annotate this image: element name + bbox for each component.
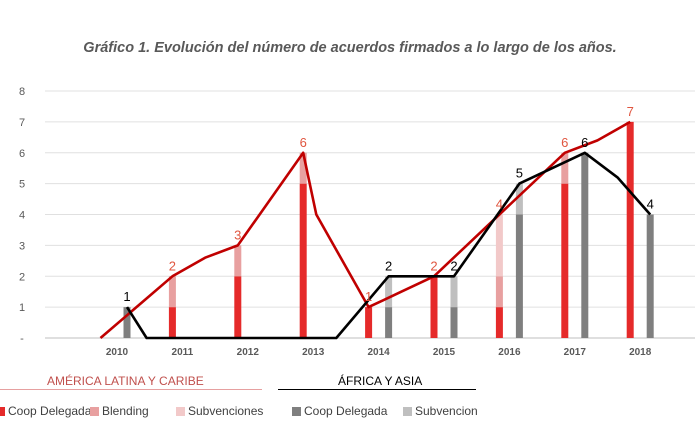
x-tick-label: 2012: [237, 347, 260, 358]
bar-segment: [385, 307, 393, 338]
x-tick-label: 2016: [498, 347, 521, 358]
bar-segment: [515, 183, 523, 215]
data-label: 5: [516, 166, 523, 181]
bar-segment: [168, 307, 176, 338]
bar-segment: [299, 152, 307, 184]
bar-segment: [430, 276, 438, 338]
y-tick-label: 2: [19, 271, 25, 283]
trend-lines: [99, 120, 652, 340]
legend-swatch: [90, 407, 99, 416]
data-label: 7: [627, 104, 634, 119]
bar-segment: [450, 276, 458, 308]
legend-label: Subvencion: [415, 404, 478, 418]
data-label: 6: [300, 135, 307, 150]
bar-segment: [561, 183, 569, 338]
bar-segment: [168, 276, 176, 308]
legend-group-latam: AMÉRICA LATINA Y CARIBE: [47, 374, 204, 388]
legend-label: Blending: [102, 404, 149, 418]
bar-segment: [234, 276, 242, 338]
x-tick-label: 2014: [367, 347, 390, 358]
bar-segment: [646, 214, 654, 338]
legend-item-subvenciones: Subvenciones: [176, 404, 263, 418]
x-axis-ticks: 2010 2011 2012 2013 2014 2015 2016 2017 2018: [106, 347, 652, 358]
bar-segment: [581, 152, 589, 338]
y-tick-label: 5: [19, 179, 25, 191]
x-tick-label: 2015: [433, 347, 456, 358]
data-label: 6: [561, 135, 568, 150]
x-tick-label: 2018: [629, 347, 652, 358]
legend-label: Coop Delegada: [8, 404, 92, 418]
x-tick-label: 2010: [106, 347, 129, 358]
legend-group-africa-asia: ÁFRICA Y ASIA: [338, 374, 423, 388]
bar-segment: [234, 245, 242, 277]
legend-label: Subvenciones: [188, 404, 264, 418]
legend-item-coop-delegada-africa-asia: Coop Delegada: [292, 404, 387, 418]
data-label: 2: [450, 258, 457, 273]
data-label: 4: [496, 197, 503, 212]
y-axis-ticks: - 1 2 3 4 5 6 7 8: [19, 86, 25, 345]
data-label: 2: [430, 258, 437, 273]
legend-item-subvencion: Subvencion: [403, 404, 478, 418]
y-tick-label: 3: [19, 240, 25, 252]
y-tick-label: -: [20, 333, 24, 345]
x-tick-label: 2013: [302, 347, 325, 358]
latam-trend-line: [99, 120, 631, 339]
data-label: 4: [647, 197, 654, 212]
legend-group-latam-underline: [0, 389, 262, 390]
bar-segment: [495, 214, 503, 277]
legend-label: Coop Delegada: [304, 404, 388, 418]
y-tick-label: 7: [19, 117, 25, 129]
bar-segment: [385, 276, 393, 308]
x-tick-label: 2017: [564, 347, 587, 358]
legend-item-blending: Blending: [90, 404, 149, 418]
bar-segment: [123, 307, 131, 338]
bar-segment: [626, 121, 634, 338]
africa-asia-trend-line: [125, 151, 652, 340]
bar-segment: [450, 307, 458, 338]
bar-segment: [495, 307, 503, 338]
bar-segment: [299, 183, 307, 338]
y-tick-label: 1: [19, 302, 25, 314]
legend-swatch: [403, 407, 412, 416]
y-tick-label: 4: [19, 210, 25, 222]
data-label: 6: [581, 135, 588, 150]
bar-segment: [495, 276, 503, 308]
y-tick-label: 6: [19, 148, 25, 160]
legend-group-africa-asia-underline: [278, 389, 476, 390]
bar-segment: [515, 214, 523, 338]
legend-item-coop-delegada-latam: Coop Delegada: [0, 404, 91, 418]
bar-segment: [561, 152, 569, 184]
y-tick-label: 8: [19, 86, 25, 98]
data-label: 1: [365, 289, 372, 304]
data-label: 1: [123, 289, 130, 304]
legend-swatch: [176, 407, 185, 416]
data-label: 3: [234, 227, 241, 242]
bars: [123, 121, 654, 338]
data-label: 2: [385, 258, 392, 273]
chart-title: Gráfico 1. Evolución del número de acuer…: [83, 40, 617, 56]
legend-swatch: [292, 407, 301, 416]
legend-swatch: [0, 407, 5, 416]
x-tick-label: 2011: [172, 347, 194, 358]
bar-segment: [365, 307, 373, 338]
data-label: 2: [169, 258, 176, 273]
